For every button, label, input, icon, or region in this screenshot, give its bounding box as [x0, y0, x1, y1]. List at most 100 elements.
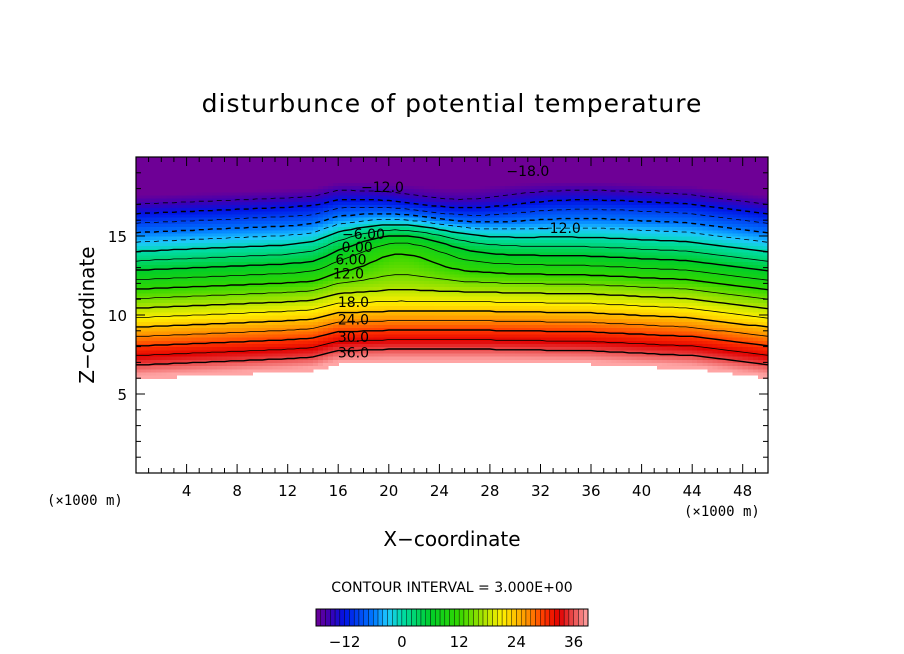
field-cell [500, 321, 506, 326]
field-cell [484, 229, 491, 234]
field-cell [484, 210, 491, 215]
field-cell [429, 236, 435, 240]
field-cell [267, 251, 274, 256]
field-cell [196, 305, 203, 310]
field-cell [171, 343, 178, 348]
field-cell [196, 296, 203, 300]
field-cell [419, 239, 425, 243]
field-cell [388, 296, 395, 300]
field-cell [191, 352, 198, 357]
field-cell [242, 289, 248, 294]
field-cell [277, 286, 284, 291]
field-cell [221, 201, 228, 205]
field-cell [191, 175, 198, 180]
field-cell [373, 318, 380, 322]
field-cell [191, 198, 198, 202]
field-cell [262, 210, 269, 215]
field-cell [221, 223, 228, 228]
field-cell [156, 270, 162, 275]
field-cell [237, 175, 243, 180]
field-cell [378, 324, 385, 329]
field-cell [479, 163, 486, 168]
field-cell [393, 340, 400, 345]
field-cell [368, 277, 375, 281]
field-cell [489, 277, 496, 281]
field-cell [353, 296, 360, 300]
field-cell [277, 172, 284, 177]
field-cell [328, 194, 334, 199]
field-cell [267, 299, 274, 303]
field-cell [454, 204, 461, 209]
field-cell [338, 324, 344, 329]
field-cell [434, 359, 440, 363]
field-cell [434, 292, 440, 297]
field-cell [454, 258, 461, 262]
field-cell [474, 321, 481, 326]
field-cell [494, 264, 501, 269]
field-cell [151, 226, 157, 231]
field-cell [353, 207, 360, 212]
field-cell [353, 188, 360, 193]
field-cell [146, 302, 152, 307]
field-cell [469, 292, 476, 297]
field-cell [489, 311, 496, 316]
field-cell [333, 318, 339, 322]
field-cell [307, 286, 314, 291]
field-cell [449, 264, 456, 269]
field-cell [247, 356, 253, 360]
field-cell [267, 254, 274, 259]
field-cell [166, 160, 172, 164]
field-cell [378, 220, 385, 224]
field-cell [343, 185, 349, 190]
field-cell [237, 270, 243, 275]
field-cell [429, 296, 435, 300]
field-cell [232, 204, 238, 209]
field-cell [302, 254, 309, 259]
field-cell [221, 185, 228, 190]
field-cell [403, 251, 410, 256]
field-cell [211, 337, 218, 341]
field-cell [328, 333, 334, 338]
field-cell [151, 207, 157, 212]
field-cell [403, 210, 410, 215]
field-cell [186, 283, 193, 288]
field-cell [252, 166, 258, 171]
field-cell [403, 359, 410, 363]
field-cell [434, 229, 440, 234]
field-cell [292, 267, 299, 272]
field-cell [237, 239, 243, 243]
field-cell [398, 305, 405, 310]
field-cell [403, 289, 410, 294]
field-cell [343, 267, 349, 272]
field-cell [439, 191, 446, 196]
field-cell [434, 248, 440, 253]
field-cell [171, 188, 178, 193]
field-cell [267, 210, 274, 215]
field-cell [439, 270, 446, 275]
field-cell [378, 217, 385, 221]
field-cell [444, 220, 451, 224]
field-cell [388, 277, 395, 281]
field-cell [489, 352, 496, 357]
field-cell [302, 194, 309, 199]
field-cell [393, 273, 400, 278]
field-cell [323, 194, 329, 199]
field-cell [383, 248, 390, 253]
field-cell [201, 160, 208, 164]
field-cell [237, 163, 243, 168]
field-cell [388, 166, 395, 171]
field-cell [232, 333, 238, 338]
field-cell [171, 185, 178, 190]
field-cell [393, 258, 400, 262]
field-cell [267, 175, 274, 180]
field-cell [323, 229, 329, 234]
field-cell [358, 273, 365, 278]
field-cell [292, 321, 299, 326]
field-cell [479, 254, 486, 259]
field-cell [353, 160, 360, 164]
field-cell [434, 330, 440, 335]
field-cell [403, 302, 410, 307]
field-cell [176, 210, 183, 215]
field-cell [393, 191, 400, 196]
field-cell [166, 157, 172, 161]
